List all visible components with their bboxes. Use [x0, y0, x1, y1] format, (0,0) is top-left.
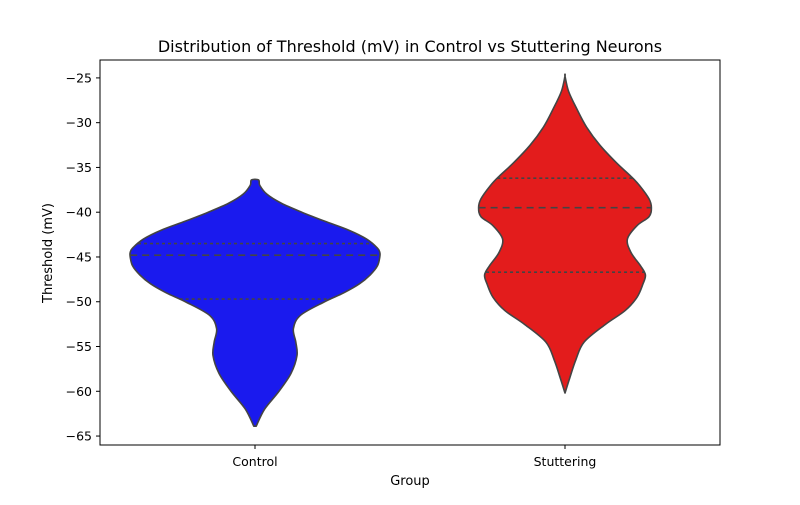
x-tick-label-stuttering: Stuttering [534, 454, 597, 469]
y-tick-label: −25 [66, 70, 92, 85]
x-axis-title: Group [390, 474, 430, 489]
violins-layer [129, 73, 653, 427]
x-tick-label-control: Control [232, 454, 277, 469]
y-tick-label: −55 [66, 339, 92, 354]
violin-control [129, 178, 381, 427]
plot-frame [99, 59, 721, 446]
violin-stuttering [477, 73, 653, 394]
chart-title: Distribution of Threshold (mV) in Contro… [158, 37, 662, 56]
x-axis: Control Stuttering [232, 445, 596, 469]
y-axis-title: Threshold (mV) [41, 203, 56, 304]
y-tick-label: −50 [66, 294, 92, 309]
y-tick-label: −65 [66, 429, 92, 444]
y-tick-label: −60 [66, 384, 92, 399]
y-axis: −65 −60 −55 −50 −45 −40 −35 −30 −25 [66, 70, 100, 444]
violin-body-stuttering [477, 73, 653, 394]
y-tick-label: −45 [66, 249, 92, 264]
y-tick-label: −35 [66, 160, 92, 175]
y-tick-label: −40 [66, 205, 92, 220]
violin-body-control [129, 178, 381, 427]
y-tick-label: −30 [66, 115, 92, 130]
